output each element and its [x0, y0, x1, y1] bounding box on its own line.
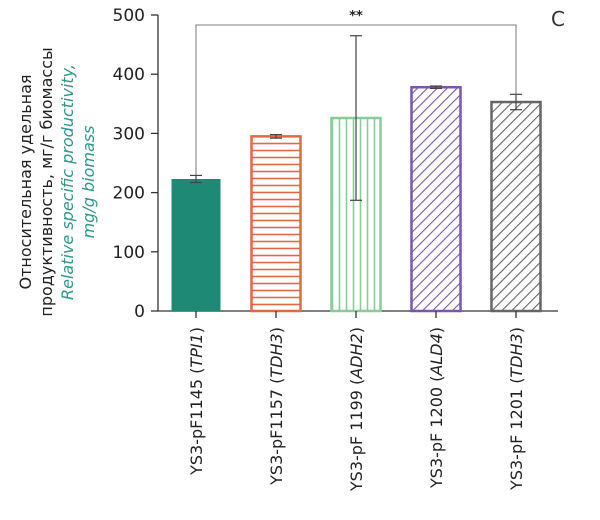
- category-gene: TDH3: [267, 333, 286, 377]
- x-category-label-4: YS3-pF 1200 (ALD4): [427, 327, 446, 489]
- category-suffix: ): [427, 327, 446, 333]
- category-prefix: YS3-pF 1201 (: [507, 378, 526, 491]
- panel-label: C: [551, 7, 565, 31]
- y-axis-label-en-line2: mg/g biomass: [79, 126, 98, 239]
- y-axis-label-ru-line2: продуктивность, мг/г биомассы: [37, 47, 56, 316]
- category-gene: TDH3: [507, 333, 526, 377]
- y-tick-label: 100: [113, 243, 145, 263]
- x-category-label-5: YS3-pF 1201 (TDH3): [507, 327, 526, 491]
- y-axis-label-en-line1: Relative specific productivity,: [58, 64, 77, 300]
- y-axis-label-ru-line1: Относительная удельная: [16, 74, 35, 289]
- bar-5: [490, 100, 542, 313]
- y-tick-label: 500: [113, 6, 145, 26]
- bar-2: [250, 135, 302, 313]
- category-gene: ADH2: [347, 333, 366, 379]
- y-tick-label: 300: [113, 124, 145, 144]
- category-gene: ALD4: [427, 333, 446, 376]
- significance-bracket: [195, 24, 517, 176]
- category-prefix: YS3-pF1145 (: [187, 368, 206, 476]
- category-suffix: ): [187, 327, 206, 333]
- category-suffix: ): [507, 327, 526, 333]
- category-suffix: ): [347, 327, 366, 333]
- category-prefix: YS3-pF 1200 (: [427, 376, 446, 489]
- significance-label: **: [349, 9, 363, 24]
- y-tick-label: 400: [113, 65, 145, 85]
- bar-1: [171, 178, 221, 311]
- category-prefix: YS3-pF1157 (: [267, 378, 286, 486]
- y-tick-label: 0: [134, 302, 145, 322]
- x-category-label-1: YS3-pF1145 (TPI1): [187, 327, 206, 476]
- x-category-label-2: YS3-pF1157 (TDH3): [267, 327, 286, 486]
- category-gene: TPI1: [187, 333, 206, 367]
- category-suffix: ): [267, 327, 286, 333]
- y-tick-label: 200: [113, 184, 145, 204]
- x-category-label-3: YS3-pF 1199 (ADH2): [347, 327, 366, 492]
- bar-4: [410, 85, 462, 313]
- category-prefix: YS3-pF 1199 (: [347, 379, 366, 492]
